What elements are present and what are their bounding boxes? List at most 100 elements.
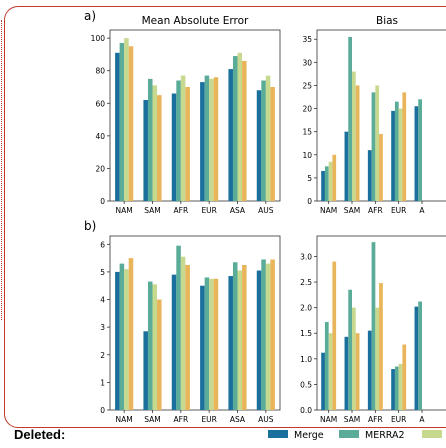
y-tick-label: 3.0 <box>300 252 312 261</box>
bar-merge-eur <box>391 110 395 201</box>
bar-merge-asa <box>228 276 233 410</box>
bar-merge-sam <box>344 131 349 201</box>
bar-series-3-eur <box>209 278 214 410</box>
x-tick-label: AFR <box>174 206 189 215</box>
y-tick-label: 20 <box>95 164 105 173</box>
bar-series-4-asa <box>242 60 247 201</box>
bar-merge-sam <box>143 100 148 201</box>
bar-merge-nam <box>321 170 325 201</box>
x-tick-label: AFR <box>174 415 189 424</box>
bar-series-4-afr <box>379 133 383 201</box>
bar-merge-eur <box>200 285 205 410</box>
bar-series-4-nam <box>128 258 134 410</box>
y-tick-label: 2 <box>100 351 105 360</box>
x-tick-label: ASA <box>230 206 246 215</box>
bar-merra2-aus <box>261 259 266 410</box>
bar-series-4-sam <box>355 333 360 410</box>
bar-merra2-a <box>418 99 422 201</box>
bar-series-4-nam <box>332 154 337 201</box>
x-tick-label: A <box>419 415 425 424</box>
x-tick-label: NAM <box>320 206 337 215</box>
bar-series-3-nam <box>328 161 333 201</box>
x-tick-label: EUR <box>391 206 406 215</box>
bar-merge-afr <box>367 150 372 201</box>
bar-merra2-afr <box>371 242 376 410</box>
bar-series-3-aus <box>265 75 271 201</box>
bar-merra2-aus <box>261 80 266 201</box>
bar-series-3-nam <box>124 269 129 410</box>
y-tick-label: 80 <box>95 67 105 76</box>
x-tick-label: AUS <box>258 415 274 424</box>
bar-merge-a <box>414 106 419 201</box>
bar-series-4-aus <box>270 87 275 201</box>
bar-merra2-a <box>418 301 422 410</box>
deleted-label: Deleted: <box>14 427 66 442</box>
bar-merge-nam <box>115 52 120 201</box>
y-tick-label: 0 <box>100 197 105 206</box>
bar-series-3-asa <box>237 52 243 201</box>
x-tick-label: NAM <box>320 415 337 424</box>
comment-connector-line <box>1 20 2 320</box>
bar-merra2-afr <box>371 92 376 201</box>
bar-series-3-sam <box>352 71 356 201</box>
bar-merge-aus <box>256 90 262 201</box>
bar-series-3-afr <box>375 307 380 410</box>
bar-series-4-eur <box>213 278 219 410</box>
bar-series-4-afr <box>185 265 190 410</box>
x-tick-label: NAM <box>116 415 133 424</box>
x-tick-label: A <box>419 206 425 215</box>
bar-merra2-asa <box>232 262 238 410</box>
chart-title: Bias <box>376 15 398 27</box>
bar-series-4-eur <box>213 77 219 201</box>
bar-merge-asa <box>228 69 233 201</box>
y-tick-label: 60 <box>95 99 105 108</box>
x-tick-label: NAM <box>116 206 133 215</box>
y-tick-label: 1 <box>100 378 105 387</box>
x-tick-label: EUR <box>391 415 406 424</box>
y-tick-label: 0 <box>100 406 105 415</box>
chart-panel-a-left: Mean Absolute Error a) 0 20 40 60 80 100 NAM SAM A… <box>84 9 281 215</box>
y-tick-label: 20 <box>302 105 312 114</box>
legend-swatch <box>422 430 442 438</box>
y-tick-label: 15 <box>302 128 312 137</box>
bar-merge-nam <box>115 271 120 410</box>
bar-merge-a <box>414 306 419 410</box>
bar-merra2-sam <box>348 36 352 201</box>
y-tick-label: 25 <box>302 81 312 90</box>
bar-series-4-afr <box>379 283 383 410</box>
axes-box <box>316 235 446 411</box>
bar-merra2-nam <box>119 263 125 410</box>
bar-series-3-sam <box>152 284 158 410</box>
bar-merra2-asa <box>232 56 238 201</box>
bar-merge-afr <box>171 93 177 201</box>
y-tick-label: 4 <box>100 296 105 305</box>
y-tick-label: 0.0 <box>300 406 312 415</box>
bar-series-3-eur <box>398 108 403 201</box>
bar-series-3-nam <box>328 333 333 410</box>
y-tick-label: 0 <box>307 197 312 206</box>
legend-label: Merge <box>294 430 324 441</box>
bar-series-4-nam <box>128 46 134 202</box>
legend-swatch <box>339 430 359 438</box>
legend-label: MERRA2 <box>365 430 405 441</box>
bar-series-4-sam <box>355 85 360 201</box>
x-tick-label: AFR <box>368 206 383 215</box>
bar-series-3-afr <box>180 75 186 201</box>
legend-swatch <box>268 430 288 438</box>
panel-label: a) <box>84 9 96 23</box>
y-tick-label: 10 <box>302 151 312 160</box>
chart-panel-b-left: b) 0 1 2 3 4 5 6 NAM SAM AFR EUR ASA AUS <box>84 219 281 424</box>
panel-label: b) <box>84 219 96 233</box>
bar-merra2-afr <box>176 80 181 201</box>
bar-series-3-sam <box>352 307 356 410</box>
comment-border <box>4 6 446 428</box>
bar-series-4-eur <box>402 92 407 201</box>
x-tick-label: AUS <box>258 206 274 215</box>
x-tick-label: AFR <box>368 415 383 424</box>
bar-series-4-afr <box>185 87 190 201</box>
bar-series-3-afr <box>375 85 380 201</box>
y-tick-label: 1.5 <box>300 329 312 338</box>
chart-panel-a-right: Bias 0 5 10 15 20 25 30 35 NAM SAM AFR EUR A <box>302 15 446 215</box>
legend: Merge MERRA2 <box>268 430 442 441</box>
